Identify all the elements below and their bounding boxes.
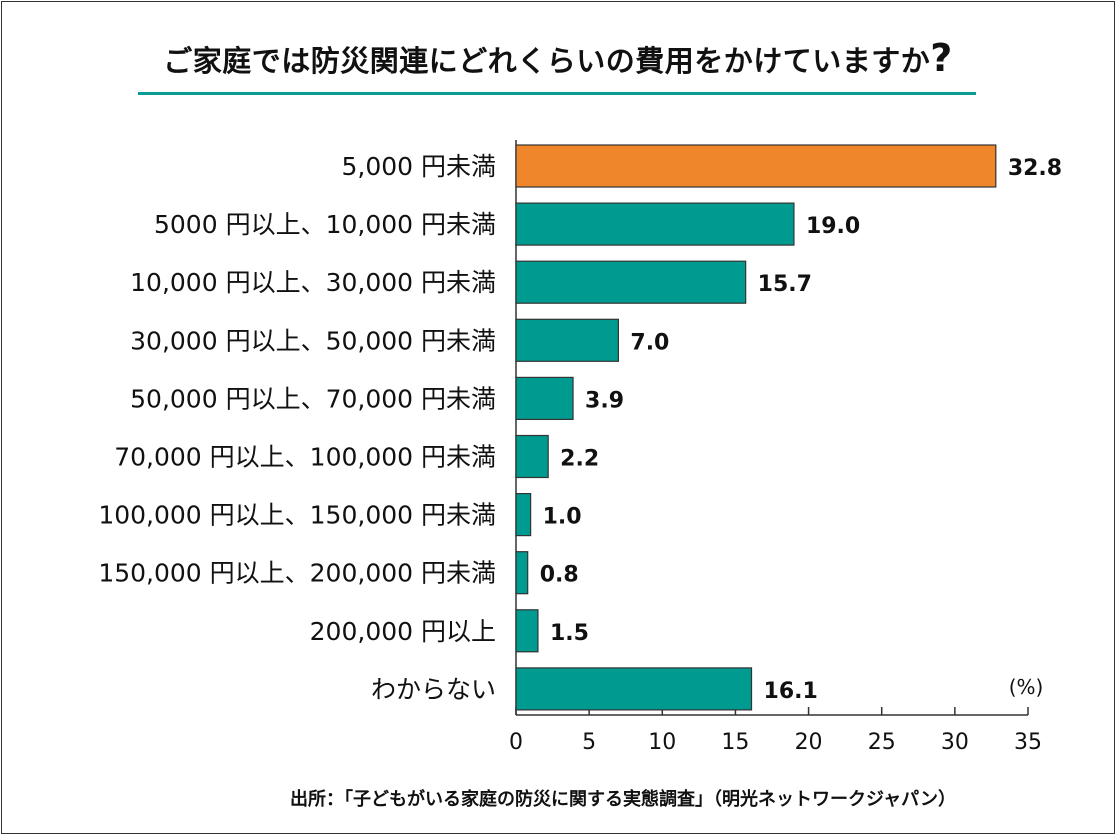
bar [515, 434, 549, 479]
bar [515, 609, 539, 653]
value-label: 3.9 [585, 388, 624, 413]
value-label: 15.7 [758, 272, 812, 297]
value-label: 7.0 [630, 330, 669, 355]
bar [515, 202, 795, 246]
unit-label: (%) [1009, 675, 1044, 699]
category-label: 200,000 円以上 [310, 617, 496, 646]
value-label: 19.0 [806, 214, 860, 239]
category-label: 50,000 円以上、70,000 円未満 [130, 384, 496, 413]
category-label: わからない [371, 675, 496, 704]
value-label: 1.5 [550, 621, 589, 646]
bar [515, 551, 529, 595]
category-label: 150,000 円以上、200,000 円未満 [98, 559, 496, 588]
chart-title: ご家庭では防災関連にどれくらいの費用をかけていますか? [0, 36, 1116, 80]
value-label: 2.2 [560, 447, 599, 472]
value-label: 0.8 [540, 563, 579, 588]
x-tick-label: 35 [1014, 730, 1042, 755]
bar [515, 667, 753, 711]
bar [515, 376, 574, 420]
x-tick-label: 10 [648, 730, 676, 755]
value-label: 16.1 [764, 679, 818, 704]
x-tick-label: 5 [582, 730, 596, 755]
chart-title-question-mark: ? [930, 36, 953, 80]
bar [515, 260, 747, 304]
bar [515, 493, 532, 537]
title-underline [138, 92, 976, 95]
category-label: 70,000 円以上、100,000 円未満 [114, 443, 496, 472]
category-label: 5,000 円未満 [341, 152, 496, 181]
chart-title-text: ご家庭では防災関連にどれくらいの費用をかけていますか [163, 44, 931, 78]
x-tick-label: 15 [721, 730, 749, 755]
category-label: 10,000 円以上、30,000 円未満 [130, 268, 496, 297]
bar [515, 318, 620, 362]
category-label: 30,000 円以上、50,000 円未満 [130, 326, 496, 355]
x-tick-label: 20 [795, 730, 823, 755]
category-label: 100,000 円以上、150,000 円未満 [98, 501, 496, 530]
value-label: 32.8 [1008, 156, 1062, 181]
x-tick-label: 25 [868, 730, 896, 755]
source-note: 出所：「子どもがいる家庭の防災に関する実態調査」（明光ネットワークジャパン） [290, 789, 956, 810]
x-tick-label: 0 [509, 730, 523, 755]
bar [515, 144, 997, 188]
value-label: 1.0 [543, 505, 582, 530]
x-tick-label: 30 [941, 730, 969, 755]
category-label: 5000 円以上、10,000 円未満 [154, 210, 496, 239]
